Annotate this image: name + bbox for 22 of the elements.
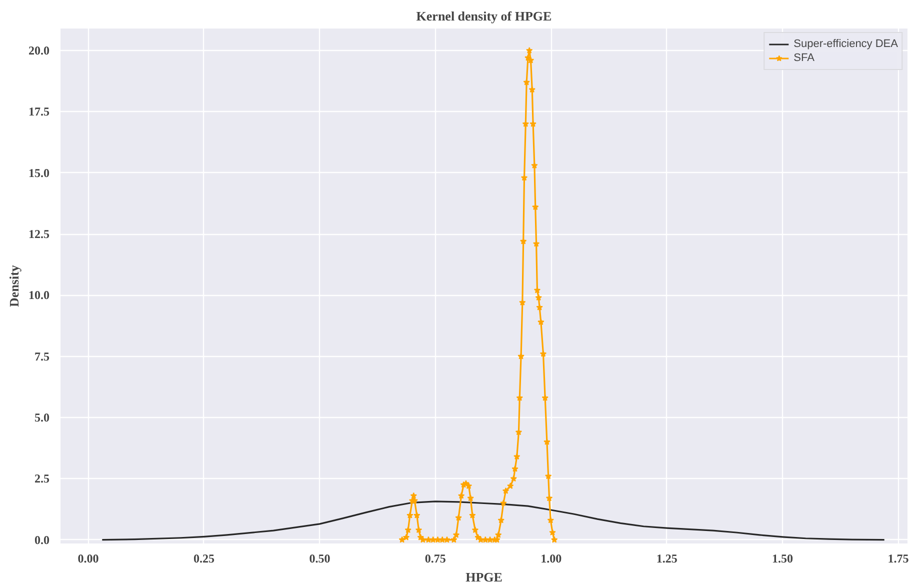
y-tick-label: 15.0 bbox=[28, 166, 50, 180]
y-tick-label: 20.0 bbox=[28, 44, 50, 58]
x-tick-label: 0.00 bbox=[78, 552, 99, 566]
x-tick-label: 1.75 bbox=[888, 552, 909, 566]
x-tick-label: 0.50 bbox=[309, 552, 330, 566]
y-tick-label: 0.0 bbox=[34, 532, 50, 547]
y-tick-label: 7.5 bbox=[34, 349, 50, 364]
y-tick-label: 12.5 bbox=[28, 227, 50, 242]
y-tick-label: 5.0 bbox=[34, 410, 50, 424]
y-tick-label: 2.5 bbox=[34, 472, 50, 486]
y-axis-title: Density bbox=[6, 264, 22, 307]
legend-label: SFA bbox=[794, 51, 814, 65]
y-tick-label: 17.5 bbox=[28, 104, 50, 119]
x-axis-title: HPGE bbox=[466, 570, 502, 584]
x-tick-label: 0.25 bbox=[193, 552, 214, 566]
x-tick-label: 1.50 bbox=[772, 552, 794, 566]
x-tick-label: 1.00 bbox=[540, 552, 562, 566]
y-tick-label: 10.0 bbox=[28, 288, 50, 302]
x-tick-label: 0.75 bbox=[424, 552, 446, 566]
legend-label: Super-efficiency DEA bbox=[794, 37, 898, 51]
x-tick-label: 1.25 bbox=[656, 552, 678, 566]
chart-title: Kernel density of HPGE bbox=[416, 8, 552, 24]
